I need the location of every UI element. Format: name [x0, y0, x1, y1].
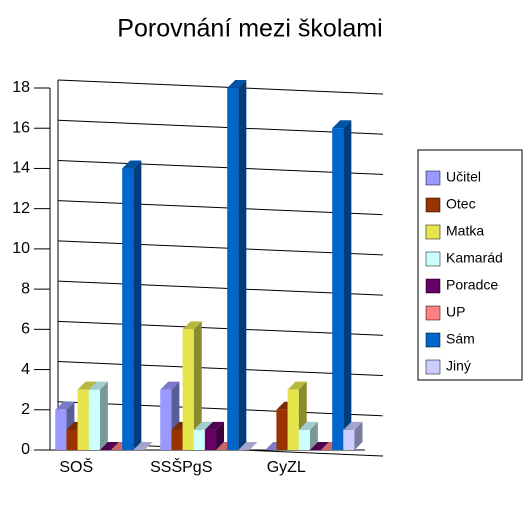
bar-top [182, 321, 202, 330]
bar-top [204, 421, 225, 430]
bar-top [227, 80, 247, 88]
legend-swatch [425, 197, 441, 213]
legend-swatch [425, 278, 441, 294]
grid-line [57, 159, 384, 175]
bar-top [238, 442, 258, 450]
bar [204, 421, 225, 450]
bar-top [88, 381, 108, 390]
bar-front [332, 128, 344, 450]
bar-front [88, 389, 100, 450]
bar-front [343, 429, 355, 450]
bar-front [160, 389, 172, 450]
grid-line [57, 361, 384, 377]
bar [122, 160, 142, 450]
legend-label: Sám [446, 331, 475, 347]
grid-line [57, 401, 384, 417]
legend-swatch [425, 359, 441, 375]
bar [99, 442, 120, 450]
legend-swatch [425, 305, 441, 321]
bar-front [227, 88, 239, 450]
bar-side [99, 381, 108, 450]
legend-label: UP [446, 304, 465, 320]
bar-top [343, 421, 363, 430]
legend-label: Jiný [446, 358, 471, 374]
bar-side [309, 421, 318, 450]
legend-label: Poradce [446, 277, 498, 293]
legend-label: Otec [446, 196, 476, 212]
grid-line [57, 320, 384, 336]
x-tick-label: SOŠ [59, 457, 93, 476]
bar-top [160, 381, 180, 390]
y-tick-label: 6 [21, 321, 30, 338]
legend-swatch [425, 332, 441, 348]
bar [343, 421, 363, 450]
grid-line [57, 79, 384, 95]
bar-front [298, 429, 310, 450]
bar-side [216, 421, 225, 450]
y-tick-label: 12 [12, 200, 30, 217]
grid-line [57, 119, 384, 135]
bar-top [287, 381, 307, 390]
bar [182, 321, 202, 450]
bar-side [193, 321, 202, 450]
bar-front [122, 168, 134, 450]
bar-top [298, 421, 318, 430]
bar [227, 80, 247, 450]
bar-front [204, 429, 217, 450]
chart-title: Porovnání mezi školami [117, 15, 382, 43]
bar-front [193, 429, 205, 450]
bar [309, 442, 330, 450]
y-tick-label: 16 [12, 119, 30, 136]
grid-line [57, 280, 384, 296]
bar-front [182, 329, 194, 450]
x-tick-label: SSŠPgS [150, 457, 212, 476]
bar-top [55, 401, 75, 410]
bar [298, 421, 318, 450]
bar-front [66, 429, 78, 450]
y-tick-label: 2 [21, 401, 30, 418]
bar-front [276, 409, 288, 450]
bar-top [77, 381, 97, 390]
bar-side [238, 80, 247, 450]
bar-top [193, 421, 213, 430]
bar-front [171, 429, 183, 450]
bar-top [133, 442, 153, 450]
bar-side [133, 160, 142, 450]
grid-line [57, 240, 384, 256]
bar-front [287, 389, 299, 450]
bar-top [122, 160, 142, 169]
y-tick-label: 10 [12, 240, 30, 257]
y-tick-label: 4 [21, 361, 30, 378]
bar [133, 442, 153, 450]
legend-swatch [425, 170, 441, 186]
legend-label: Kamarád [446, 250, 503, 266]
bar-top [332, 120, 352, 129]
bar-top [309, 442, 330, 450]
x-tick-label: GyZL [267, 459, 306, 476]
y-tick-label: 18 [12, 79, 30, 96]
grid-line [57, 200, 384, 216]
legend-label: Matka [446, 223, 484, 239]
y-tick-label: 8 [21, 280, 30, 297]
bar [332, 120, 352, 450]
y-tick-label: 14 [12, 160, 30, 177]
bar [88, 381, 108, 450]
y-tick-label: 0 [21, 441, 30, 458]
legend-swatch [425, 224, 441, 240]
bar-front [55, 409, 67, 450]
bar-front [77, 389, 89, 450]
bar [238, 442, 258, 450]
bar-side [343, 120, 352, 450]
bar-side [354, 421, 363, 450]
bar-top [99, 442, 120, 450]
legend-label: Učitel [446, 169, 481, 185]
legend-swatch [425, 251, 441, 267]
